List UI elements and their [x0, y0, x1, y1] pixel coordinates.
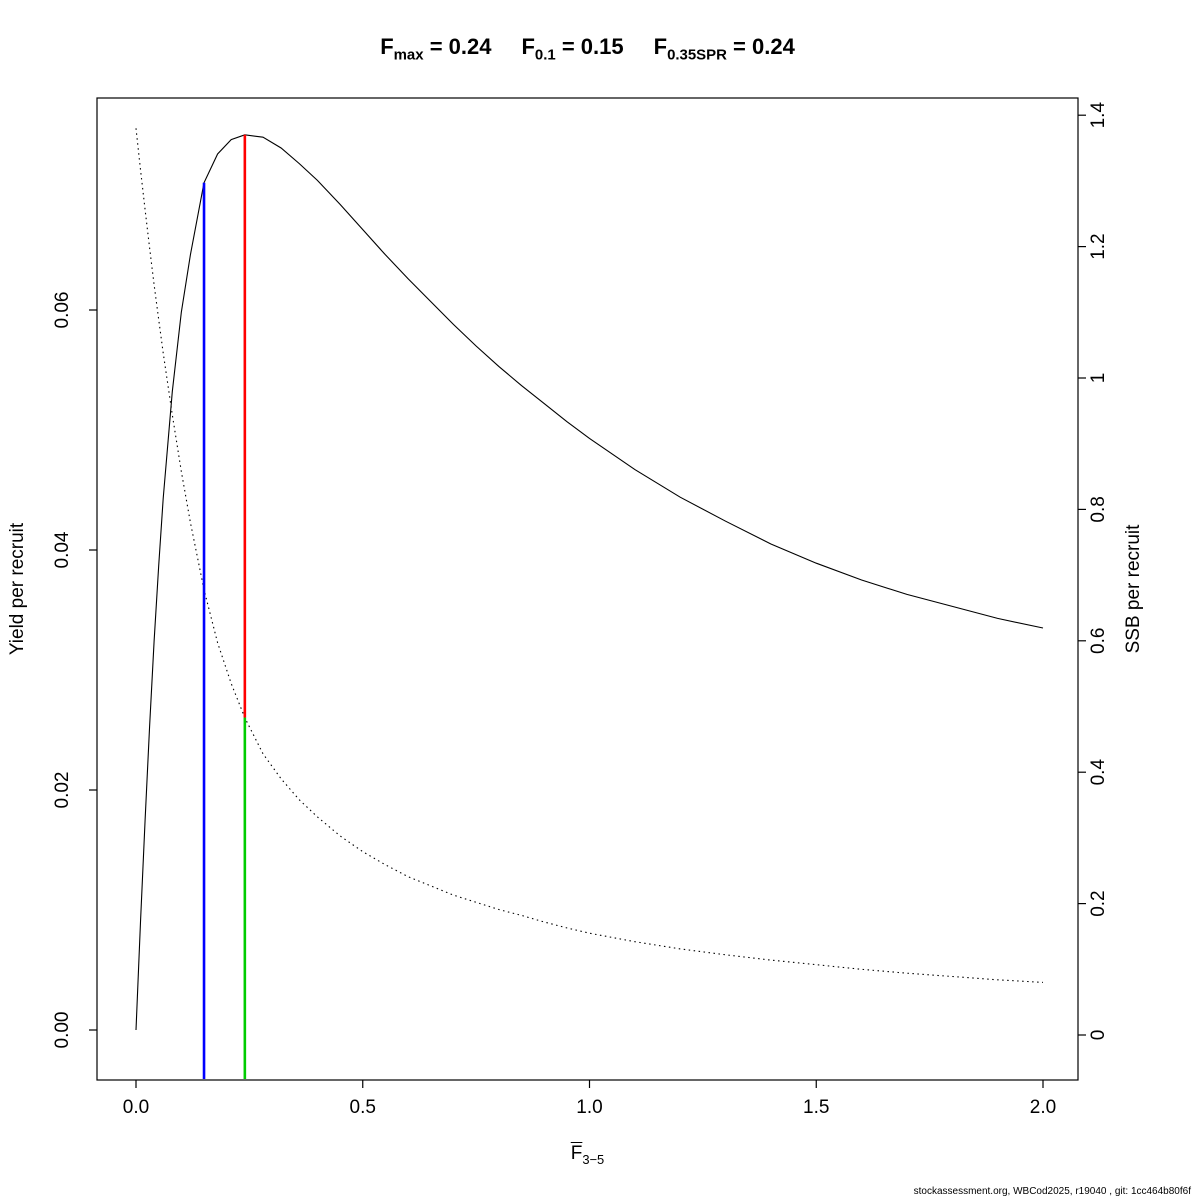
- y-right-tick-label: 1.2: [1088, 233, 1109, 259]
- x-axis-label: F3−5: [570, 1143, 605, 1167]
- y-right-tick-label: 1: [1088, 373, 1109, 384]
- y-left-tick-label: 0.00: [52, 1012, 73, 1049]
- x-label-base: F: [570, 1143, 583, 1164]
- yield-per-recruit-curve: [135, 134, 1044, 1031]
- y-right-tick-label: 0: [1088, 1030, 1109, 1041]
- y-right-tick-label: 0.4: [1088, 759, 1109, 786]
- x-tick-label: 0.5: [350, 1097, 376, 1118]
- y-left-tick-label: 0.06: [52, 292, 73, 329]
- plot-box: [96, 97, 1079, 1081]
- title-term-0.35SPR: F0.35SPR = 0.24: [653, 34, 795, 64]
- ssb-per-recruit-curve: [135, 128, 1044, 983]
- x-tick-label: 1.5: [803, 1097, 829, 1118]
- chart-title: Fmax = 0.24 F0.1 = 0.15 F0.35SPR = 0.24: [97, 34, 1078, 63]
- title-term-max: Fmax = 0.24: [380, 34, 492, 64]
- footer-credit: stockassessment.org, WBCod2025, r19040 ,…: [913, 1186, 1191, 1197]
- x-tick-label: 0.0: [123, 1097, 149, 1118]
- y-left-tick-label: 0.04: [52, 531, 73, 568]
- y-right-tick-label: 0.8: [1088, 496, 1109, 522]
- x-tick-label: 2.0: [1030, 1097, 1056, 1118]
- y-left-axis-title: Yield per recruit: [7, 522, 28, 655]
- x-tick-label: 1.0: [576, 1097, 602, 1118]
- y-right-tick-label: 0.6: [1088, 628, 1109, 654]
- y-right-axis-title: SSB per recruit: [1123, 524, 1144, 654]
- y-left-tick-label: 0.02: [52, 772, 73, 809]
- y-right-tick-label: 1.4: [1088, 102, 1109, 129]
- y-right-tick-label: 0.2: [1088, 890, 1109, 916]
- title-term-0.1: F0.1 = 0.15: [521, 34, 624, 64]
